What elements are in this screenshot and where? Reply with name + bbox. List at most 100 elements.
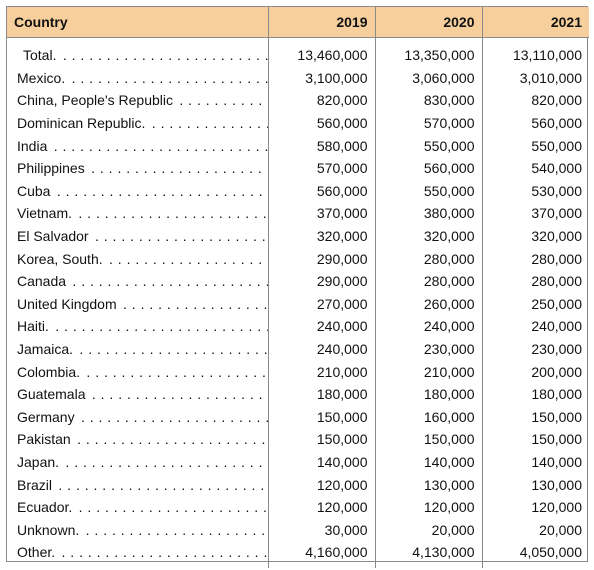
leader-dots [74, 499, 267, 515]
value-cell: 180,000 [375, 382, 483, 406]
country-cell: Germany [7, 405, 269, 429]
table-row: Cuba 560,000 550,000 530,000 [7, 179, 589, 203]
value-cell: 120,000 [375, 495, 483, 519]
table-row: Korea, South. 290,000 280,000 280,000 [7, 247, 589, 270]
leader-dots [147, 115, 267, 131]
value-cell: 260,000 [375, 292, 483, 316]
value-cell: 370,000 [531, 205, 582, 222]
value-cell: 550,000 [375, 179, 483, 203]
country-cell: India [7, 134, 269, 157]
value-cell: 20,000 [539, 521, 582, 538]
country-name: Germany [17, 408, 77, 425]
table-row: Brazil 120,000 130,000 130,000 [7, 473, 589, 496]
country-name: Other. [17, 544, 58, 561]
value-cell: 550,000 [375, 134, 483, 157]
leader-dots [74, 205, 267, 221]
value-cell: 13,110,000 [512, 47, 582, 64]
value-cell: 13,460,000 [268, 37, 376, 67]
country-cell: United Kingdom [7, 292, 269, 316]
country-name: Haiti. [17, 318, 51, 335]
leader-dots [73, 431, 267, 447]
value-cell: 180,000 [531, 386, 582, 403]
country-cell: Unknown. [7, 518, 269, 542]
country-name: Colombia. [17, 363, 83, 380]
value-cell: 150,000 [268, 428, 376, 451]
country-cell: Cuba [7, 179, 269, 203]
value-cell: 380,000 [375, 202, 483, 225]
leader-dots [82, 364, 267, 380]
value-cell: 4,050,000 [519, 544, 582, 561]
country-name: El Salvador [17, 228, 91, 245]
value-cell: 250,000 [531, 295, 582, 312]
value-cell: 560,000 [268, 111, 376, 135]
value-cell: 4,160,000 [268, 541, 376, 568]
country-name: China, People's Republic [17, 92, 175, 109]
table-row: Japan. 140,000 140,000 140,000 [7, 450, 589, 474]
country-cell: Total. [7, 37, 269, 67]
value-cell: 240,000 [531, 318, 582, 335]
leader-dots [52, 183, 267, 199]
country-cell: Haiti. [7, 315, 269, 338]
country-cell: Other. [7, 541, 269, 568]
value-cell: 210,000 [268, 360, 376, 383]
leader-dots [49, 138, 267, 154]
column-header-year: 2019 [268, 7, 376, 38]
column-header-country: Country [7, 7, 269, 38]
value-cell: 150,000 [531, 408, 582, 425]
country-cell: Philippines [7, 156, 269, 180]
data-table-container: Country 2019 2020 2021 Total. 13,460,000… [6, 6, 589, 568]
country-name: Total. [23, 47, 59, 64]
table-row: Guatemala 180,000 180,000 180,000 [7, 382, 589, 406]
value-cell: 570,000 [268, 156, 376, 180]
value-cell: 240,000 [375, 315, 483, 338]
country-name: Canada [17, 273, 69, 290]
table-row: Germany 150,000 160,000 150,000 [7, 405, 589, 429]
table-row: Other. 4,160,000 4,130,000 4,050,000 [7, 541, 589, 568]
country-name: Guatemala [17, 386, 88, 403]
leader-dots [67, 70, 267, 86]
value-cell: 120,000 [268, 473, 376, 496]
value-cell: 320,000 [531, 228, 582, 245]
column-header-year: 2021 [482, 7, 589, 38]
country-name: Vietnam. [17, 205, 74, 222]
leader-dots [57, 544, 267, 560]
table-row: China, People's Republic 820,000 830,000… [7, 89, 589, 112]
table-body: Total. 13,460,000 13,350,000 13,110,000 … [7, 37, 589, 568]
value-cell: 280,000 [375, 247, 483, 270]
table-row: Jamaica. 240,000 230,000 230,000 [7, 337, 589, 361]
value-cell: 150,000 [531, 431, 582, 448]
country-cell: El Salvador [7, 224, 269, 248]
leader-dots [119, 296, 267, 312]
value-cell: 20,000 [375, 518, 483, 542]
population-table: Country 2019 2020 2021 Total. 13,460,000… [7, 7, 589, 568]
country-name: Dominican Republic. [17, 115, 148, 132]
country-name: India [17, 137, 50, 154]
value-cell: 13,350,000 [375, 37, 483, 67]
country-cell: Mexico. [7, 66, 269, 90]
value-cell: 290,000 [268, 269, 376, 293]
value-cell: 140,000 [375, 450, 483, 474]
value-cell: 3,010,000 [519, 69, 582, 86]
value-cell: 180,000 [268, 382, 376, 406]
value-cell: 290,000 [268, 247, 376, 270]
value-cell: 560,000 [375, 156, 483, 180]
country-cell: Guatemala [7, 382, 269, 406]
country-cell: Jamaica. [7, 337, 269, 361]
leader-dots [105, 251, 267, 267]
country-cell: Dominican Republic. [7, 111, 269, 135]
leader-dots [87, 386, 267, 402]
value-cell: 240,000 [268, 337, 376, 361]
value-cell: 240,000 [268, 315, 376, 338]
value-cell: 830,000 [375, 89, 483, 112]
leader-dots [81, 522, 267, 538]
value-cell: 200,000 [531, 363, 582, 380]
value-cell: 320,000 [375, 224, 483, 248]
value-cell: 3,060,000 [375, 66, 483, 90]
table-row: Dominican Republic. 560,000 570,000 560,… [7, 111, 589, 135]
value-cell: 130,000 [531, 476, 582, 493]
country-cell: Canada [7, 269, 269, 293]
value-cell: 140,000 [531, 453, 582, 470]
leader-dots [54, 477, 267, 493]
leader-dots [61, 454, 267, 470]
value-cell: 550,000 [531, 137, 582, 154]
